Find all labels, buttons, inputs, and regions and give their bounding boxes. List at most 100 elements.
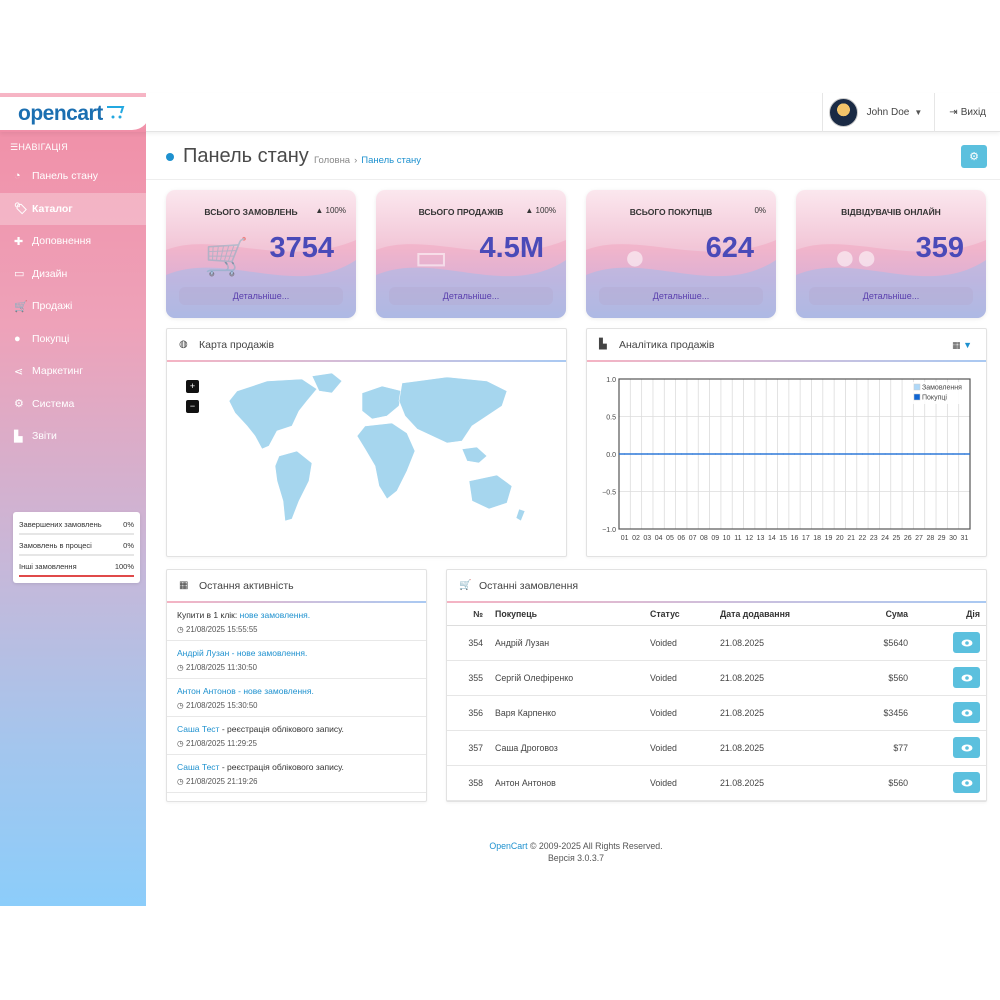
sidebar-item-label: Дизайн — [32, 267, 68, 280]
panel-title: Аналітика продажів — [619, 338, 715, 351]
activity-order-link[interactable]: - нове замовлення. — [235, 686, 314, 696]
order-status: Voided — [644, 625, 714, 661]
activity-date: ◷ 21/08/2025 11:30:50 — [177, 663, 416, 672]
order-status: Voided — [644, 765, 714, 801]
order-customer: Варя Карпенко — [489, 695, 644, 731]
col-header-total[interactable]: Сума — [824, 603, 914, 626]
activity-customer-link[interactable]: Андрій Лузан — [177, 648, 230, 658]
x-tick-label: 02 — [632, 535, 640, 542]
avatar — [828, 98, 858, 127]
tile-details-link[interactable]: Детальніше... — [809, 287, 973, 305]
zoom-out-button[interactable]: − — [186, 400, 199, 413]
x-tick-label: 23 — [870, 535, 878, 542]
activity-customer-link[interactable]: Саша Тест — [177, 724, 220, 734]
legend-label: Покупці — [922, 394, 947, 402]
data-point — [748, 453, 750, 455]
order-id: 356 — [447, 695, 489, 731]
tile-value: 624 — [705, 232, 754, 264]
data-point — [918, 453, 920, 455]
data-point — [635, 453, 637, 455]
world-map[interactable] — [207, 371, 537, 541]
list-item: Андрій Лузан - нове замовлення. ◷ 21/08/2… — [167, 641, 426, 679]
activity-customer-link[interactable]: Антон Антонов — [177, 686, 236, 696]
tile-details-link[interactable]: Детальніше... — [179, 287, 343, 305]
logo[interactable]: opencart — [0, 93, 150, 132]
user-menu[interactable]: John Doe ▼ — [821, 93, 935, 132]
data-point — [839, 453, 841, 455]
view-order-button[interactable] — [953, 667, 980, 688]
panel-heading: ▦ Остання активність — [167, 570, 426, 603]
tile-value: 3754 — [269, 232, 334, 264]
activity-order-link[interactable]: нове замовлення. — [239, 610, 311, 620]
sidebar-item-extensions[interactable]: ✚ Доповнення — [0, 225, 146, 258]
col-header-status[interactable]: Статус — [644, 603, 714, 626]
data-point — [669, 453, 671, 455]
order-date: 21.08.2025 — [714, 765, 824, 801]
activity-order-link[interactable]: - нове замовлення. — [229, 648, 308, 658]
breadcrumb-home[interactable]: Головна — [314, 155, 351, 166]
list-item: Саша Тест - реєстрація облікового запису… — [167, 717, 426, 755]
clock-icon: ◷ — [177, 777, 186, 786]
orders-table: № Покупець Статус Дата додавання Сума Ді… — [447, 603, 986, 801]
y-tick-label: 1.0 — [606, 377, 616, 384]
legend-label: Замовлення — [922, 385, 962, 392]
chart-range-dropdown[interactable]: ▦ ▼ — [952, 340, 972, 351]
data-point — [782, 453, 784, 455]
sidebar-item-system[interactable]: ⚙ Система — [0, 388, 146, 421]
col-header-date[interactable]: Дата додавання — [714, 603, 824, 626]
data-point — [929, 453, 931, 455]
map-region-australia — [468, 474, 513, 510]
calendar-icon: ▦ — [952, 340, 961, 350]
tile-details-link[interactable]: Детальніше... — [599, 287, 763, 305]
clock-icon: ◷ — [177, 625, 186, 634]
view-order-button[interactable] — [953, 737, 980, 758]
settings-button[interactable]: ⚙ — [961, 145, 987, 168]
x-tick-label: 31 — [960, 535, 968, 542]
calendar-icon: ▦ — [179, 580, 189, 591]
data-point — [907, 453, 909, 455]
sidebar-item-customers[interactable]: ● Покупці — [0, 323, 146, 356]
sidebar-item-label: Продажі — [32, 300, 73, 313]
logout-button[interactable]: ⇥ Вихід — [934, 93, 1000, 132]
list-item: Антон Антонов - нове замовлення. ◷ 21/08/… — [167, 679, 426, 717]
panel-heading: ▙ Аналітика продажів — [587, 329, 986, 362]
activity-date: ◷ 21/08/2025 15:55:55 — [177, 625, 416, 634]
panel-title: Карта продажів — [199, 338, 275, 351]
panel-heading: 🛒 Останні замовлення — [447, 570, 986, 603]
breadcrumb-current[interactable]: Панель стану — [361, 155, 421, 166]
data-point — [850, 453, 852, 455]
x-tick-label: 25 — [893, 535, 901, 542]
data-point — [895, 453, 898, 455]
nav-heading[interactable]: ☰НАВІГАЦІЯ — [0, 132, 146, 160]
activity-list: Купити в 1 клік: нове замовлення. ◷ 21/08… — [167, 603, 426, 793]
sidebar-item-sales[interactable]: 🛒 Продажі — [0, 290, 146, 323]
order-customer: Андрій Лузан — [489, 625, 644, 661]
view-order-button[interactable] — [953, 702, 980, 723]
activity-customer-link[interactable]: Саша Тест — [177, 762, 220, 772]
footer: OpenCart © 2009-2025 All Rights Reserved… — [146, 840, 1000, 864]
tile-details-link[interactable]: Детальніше... — [389, 287, 553, 305]
sidebar-item-design[interactable]: ▭ Дизайн — [0, 258, 146, 291]
data-point — [816, 453, 818, 455]
order-customer: Антон Антонов — [489, 765, 644, 801]
view-order-button[interactable] — [953, 772, 980, 793]
col-header-id[interactable]: № — [447, 603, 489, 626]
tile-title: ВСЬОГО ЗАМОВЛЕНЬ — [204, 207, 298, 217]
panel-title: Остання активність — [199, 579, 294, 592]
sidebar-item-reports[interactable]: ▙ Звіти — [0, 420, 146, 453]
sidebar-item-catalog[interactable]: 🏷 Каталог — [0, 192, 146, 225]
col-header-customer[interactable]: Покупець — [489, 603, 644, 626]
footer-brand-link[interactable]: OpenCart — [489, 841, 528, 851]
activity-action: - реєстрація облікового запису. — [219, 724, 344, 734]
sidebar-item-marketing[interactable]: ⋖ Маркетинг — [0, 355, 146, 388]
caret-down-icon: ▼ — [963, 340, 972, 350]
zoom-in-button[interactable]: + — [186, 380, 199, 393]
tile-online: ВІДВІДУВАЧІВ ОНЛАЙН ●● 359 Детальніше... — [796, 190, 986, 318]
y-tick-label: −1.0 — [602, 527, 616, 534]
order-date: 21.08.2025 — [714, 730, 824, 766]
sign-out-icon: ⇥ — [949, 107, 958, 118]
view-order-button[interactable] — [953, 632, 980, 653]
list-item: Саша Тест - реєстрація облікового запису… — [167, 755, 426, 793]
activity-date-value: 21/08/2025 21:19:26 — [185, 777, 258, 786]
sidebar-item-dashboard[interactable]: ◔ Панель стану — [0, 160, 146, 193]
